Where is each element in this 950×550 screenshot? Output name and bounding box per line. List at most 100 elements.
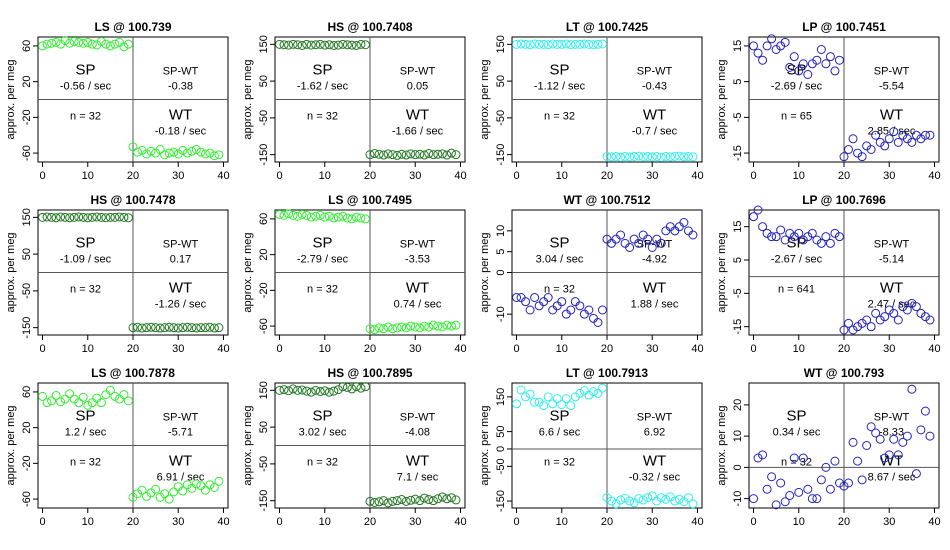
x-tick-label: 40 xyxy=(691,516,703,528)
y-tick-label: -15 xyxy=(732,319,744,335)
data-point xyxy=(575,388,585,398)
data-point xyxy=(584,305,594,315)
x-tick-label: 0 xyxy=(39,516,45,528)
data-point xyxy=(525,389,535,399)
data-point xyxy=(196,147,206,157)
data-point xyxy=(607,496,617,506)
data-point xyxy=(539,39,549,49)
y-tick-label: -150 xyxy=(495,144,507,166)
data-point xyxy=(191,479,201,489)
data-point xyxy=(607,238,617,248)
chart-panel: LP @ 100.7696 15 5 -5 -15 approx. per meg 0 10 2… xyxy=(716,193,941,355)
data-point xyxy=(871,428,881,438)
data-point xyxy=(656,152,666,162)
x-tick-label: 0 xyxy=(513,343,519,355)
sp-rate: 3.04 / sec xyxy=(536,254,584,266)
data-point xyxy=(807,494,817,504)
y-tick-label: 5 xyxy=(495,249,507,255)
data-point xyxy=(47,38,57,48)
wt-rate: -0.7 / sec xyxy=(632,126,678,138)
data-point xyxy=(821,462,831,472)
data-point xyxy=(200,149,210,159)
x-tick-label: 30 xyxy=(172,516,184,528)
data-point xyxy=(333,212,343,222)
x-tick-label: 10 xyxy=(319,516,331,528)
data-point xyxy=(884,134,894,144)
n-count: n = 32 xyxy=(544,457,575,469)
data-point xyxy=(42,39,52,49)
data-point xyxy=(674,494,684,504)
sp-rate: -1.12 / sec xyxy=(534,81,586,93)
data-point xyxy=(588,40,598,50)
data-point xyxy=(137,485,147,495)
data-point xyxy=(575,301,585,311)
data-point xyxy=(51,391,61,400)
spwt-label: SP-WT xyxy=(163,412,199,424)
data-point xyxy=(579,309,589,319)
data-point xyxy=(552,394,562,404)
data-point xyxy=(38,391,48,401)
x-tick-label: 0 xyxy=(39,343,45,355)
x-tick-label: 0 xyxy=(276,343,282,355)
data-point xyxy=(866,322,876,332)
y-tick-label: 20 xyxy=(21,76,33,88)
data-point xyxy=(652,496,662,506)
data-point xyxy=(812,235,822,245)
x-tick-label: 30 xyxy=(172,343,184,355)
data-point xyxy=(119,42,129,52)
data-point xyxy=(288,384,298,394)
data-point xyxy=(548,39,558,49)
data-point xyxy=(862,441,872,450)
data-point xyxy=(105,41,115,51)
wt-rate: 7.1 / sec xyxy=(397,472,439,484)
data-point xyxy=(647,491,657,501)
x-tick-label: 40 xyxy=(454,343,466,355)
data-point xyxy=(830,228,840,238)
sp-rate: -1.62 / sec xyxy=(297,81,349,93)
chart-panel: LT @ 100.7425 150 50 -50 -150 approx. per meg… xyxy=(479,20,704,182)
n-count: n = 32 xyxy=(544,111,575,123)
x-tick-label: 0 xyxy=(750,170,756,182)
data-point xyxy=(907,137,917,147)
n-count: n = 32 xyxy=(70,284,101,296)
data-point xyxy=(388,496,398,506)
data-point xyxy=(798,235,808,245)
data-point xyxy=(566,305,576,315)
data-point xyxy=(442,320,452,330)
data-point xyxy=(293,211,303,221)
data-point xyxy=(415,496,425,506)
chart-title: WT @ 100.7512 xyxy=(563,193,650,207)
y-tick-label: 50 xyxy=(21,248,33,260)
data-point xyxy=(834,55,844,65)
data-point xyxy=(674,151,684,161)
y-axis-label: approx. per meg xyxy=(242,405,254,485)
data-point xyxy=(674,222,684,232)
data-point xyxy=(803,70,813,79)
data-point xyxy=(38,212,48,222)
data-point xyxy=(200,323,210,333)
data-point xyxy=(753,205,763,215)
chart-title: LS @ 100.7878 xyxy=(91,366,175,380)
data-point xyxy=(665,492,675,502)
data-point xyxy=(451,150,461,160)
x-tick-label: 0 xyxy=(513,170,519,182)
data-point xyxy=(620,493,630,503)
data-point xyxy=(365,496,375,506)
y-tick-label: 150 xyxy=(258,381,270,399)
data-point xyxy=(916,308,926,318)
data-point xyxy=(561,309,571,319)
data-point xyxy=(575,39,585,49)
data-point xyxy=(142,149,152,159)
data-point xyxy=(433,149,443,159)
data-point xyxy=(539,401,549,411)
data-point xyxy=(812,494,822,504)
data-point xyxy=(848,325,858,335)
chart-panel: HS @ 100.7895 150 50 -50 -150 approx. per meg… xyxy=(242,366,467,528)
data-point xyxy=(155,323,165,333)
data-point xyxy=(789,52,799,62)
x-tick-label: 40 xyxy=(928,343,940,355)
data-point xyxy=(776,225,786,235)
data-point xyxy=(101,213,111,223)
data-point xyxy=(898,302,908,312)
spwt-value: -3.53 xyxy=(405,254,430,266)
